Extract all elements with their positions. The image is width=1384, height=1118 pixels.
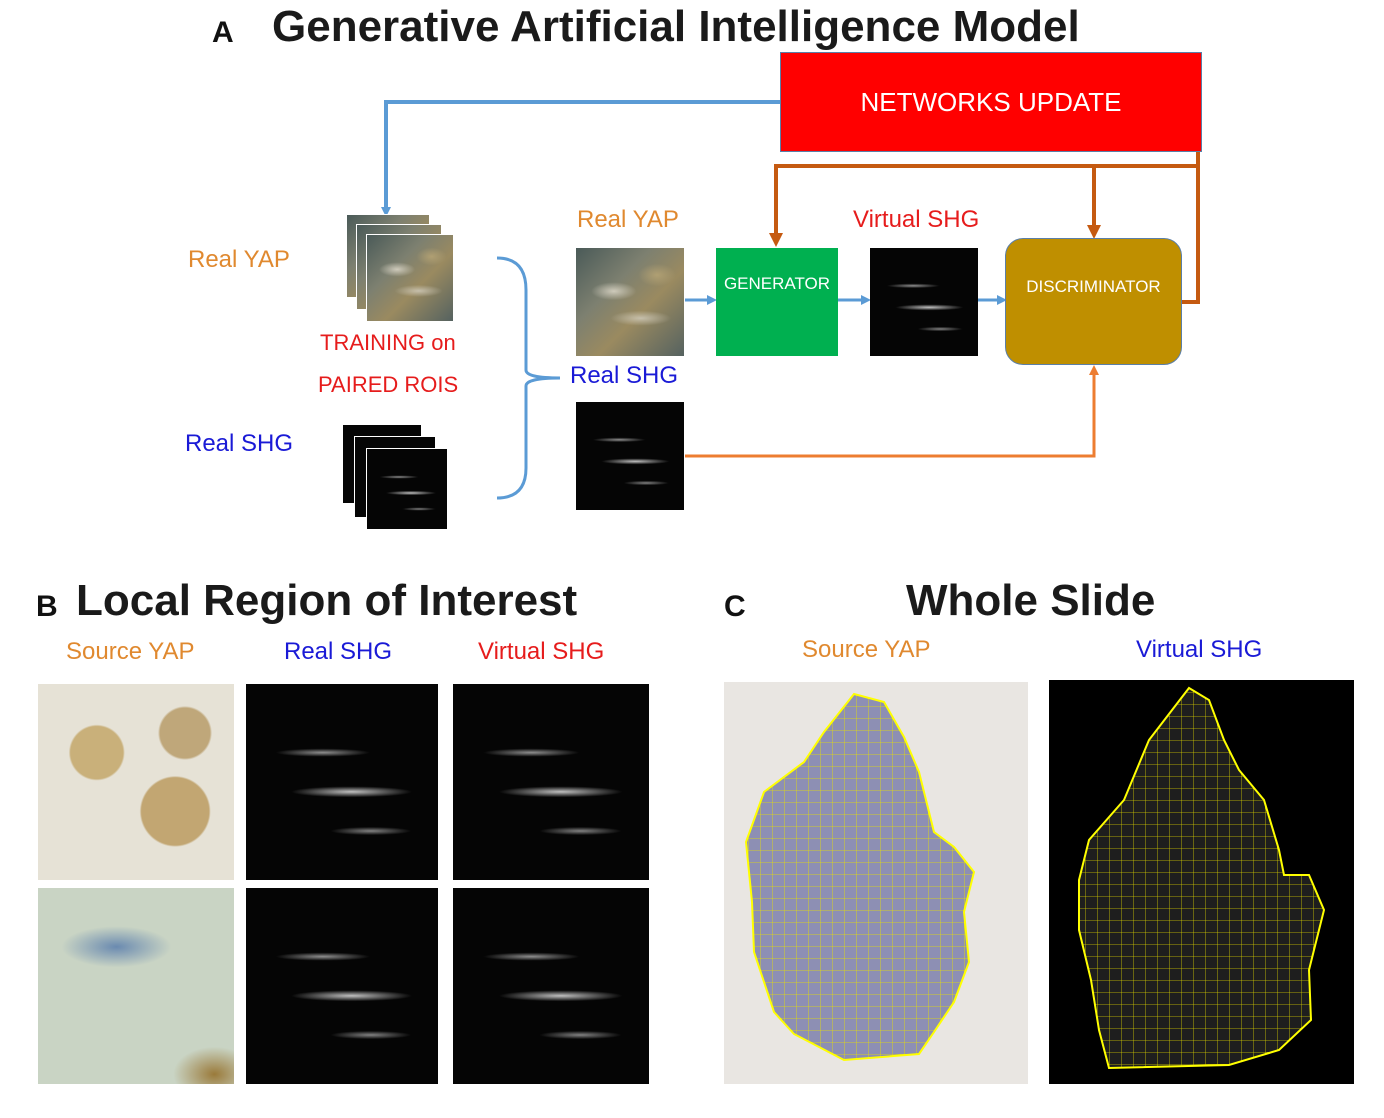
shg-stack-image: [366, 448, 448, 530]
virtual-shg-label: Virtual SHG: [853, 206, 980, 233]
feedback-arrow-generator: [769, 164, 1200, 247]
mid-real-shg-label: Real SHG: [570, 362, 679, 389]
whole-slide-virtual-shg: [1049, 680, 1354, 1084]
generator-box: GENERATOR: [716, 248, 838, 356]
left-real-yap-label: Real YAP: [188, 246, 290, 273]
panel-a-title: Generative Artificial Intelligence Model: [272, 2, 1080, 51]
whole-slide-source-yap: [724, 682, 1028, 1084]
panel-b-letter: B: [36, 590, 58, 623]
real-shg-to-discriminator-arrow: [685, 365, 1099, 458]
panel-b-virtual-shg-top: [453, 684, 649, 880]
panel-b-col1-label: Source YAP: [66, 638, 195, 665]
discriminator-box: DISCRIMINATOR: [1005, 238, 1182, 365]
panel-b-col3-label: Virtual SHG: [478, 638, 605, 665]
panel-b-real-shg-top: [246, 684, 438, 880]
virtual-shg-image: [870, 248, 978, 356]
panel-a-connectors: [381, 100, 1200, 500]
panel-b-source-yap-top: [38, 684, 234, 880]
discriminator-output-line: [1182, 152, 1200, 304]
panel-b-source-yap-bottom: [38, 888, 234, 1084]
networks-update-label: NETWORKS UPDATE: [860, 87, 1122, 117]
real-yap-image: [576, 248, 684, 356]
panel-c-title: Whole Slide: [906, 576, 1156, 625]
discriminator-label: DISCRIMINATOR: [1026, 277, 1161, 296]
panel-c-letter: C: [724, 590, 746, 623]
panel-b-virtual-shg-bottom: [453, 888, 649, 1084]
mid-real-yap-label: Real YAP: [577, 206, 679, 233]
panel-c-col2-label: Virtual SHG: [1136, 636, 1263, 663]
networks-update-box: NETWORKS UPDATE: [780, 52, 1202, 152]
update-arrow: [381, 100, 780, 217]
generator-label: GENERATOR: [723, 274, 831, 293]
yap-stack-image: [366, 234, 454, 322]
panel-b-title: Local Region of Interest: [76, 576, 578, 625]
panel-c-col1-label: Source YAP: [802, 636, 931, 663]
panel-b-col2-label: Real SHG: [284, 638, 393, 665]
real-shg-image: [576, 402, 684, 510]
pair-brace: [496, 256, 561, 500]
training-label-line2: PAIRED ROIS: [318, 372, 459, 397]
panel-a-letter: A: [212, 16, 234, 49]
training-label-line1: TRAINING on: [320, 330, 456, 355]
panel-b-real-shg-bottom: [246, 888, 438, 1084]
left-real-shg-label: Real SHG: [185, 430, 294, 457]
